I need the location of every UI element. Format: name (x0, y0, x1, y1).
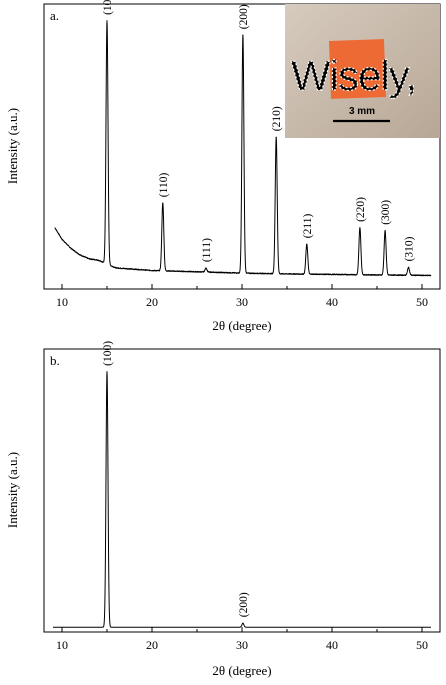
panel-a-peak-point (205, 267, 207, 269)
panel-b-frame (43, 348, 441, 633)
panel-b-label: b. (50, 353, 60, 368)
panel-a-y-axis-label: Intensity (a.u.) (5, 108, 20, 184)
panel-b: b. 10 20 30 40 50 (100) (200) 2θ (degree) Int… (5, 341, 441, 678)
panel-b-x-ticks: 10 20 30 40 50 (56, 627, 428, 652)
panel-a-x-tick-label: 30 (236, 295, 248, 309)
panel-a-x-tick-label: 40 (326, 295, 338, 309)
panel-a-peak-point (407, 266, 410, 269)
inset-handwritten-text: Wisely, (291, 52, 416, 99)
panel-a-peak-label: (300) (380, 200, 392, 225)
panel-a-peak-point (275, 136, 277, 138)
panel-a-label: a. (50, 8, 59, 23)
panel-b-peak-label: (200) (238, 592, 250, 617)
panel-a-x-tick-label: 50 (416, 295, 428, 309)
panel-a-peak-point (359, 227, 361, 229)
panel-b-x-tick-label: 30 (236, 638, 248, 652)
panel-a-peak-point (242, 34, 244, 36)
panel-a-curve (54, 20, 432, 277)
panel-b-x-tick-label: 50 (416, 638, 428, 652)
panel-b-y-axis-label: Intensity (a.u.) (5, 452, 20, 528)
panel-b-peak-point (106, 371, 108, 373)
panel-a-peak-label: (220) (355, 197, 367, 222)
panel-a-peak-point (106, 20, 108, 22)
panel-b-x-tick-label: 20 (146, 638, 158, 652)
panel-b-x-axis-label: 2θ (degree) (212, 663, 271, 678)
panel-a-peak-label: (111) (201, 238, 213, 262)
panel-a-x-ticks: 10 20 30 40 50 (56, 284, 428, 309)
panel-a-peak-label: (100) (102, 0, 114, 15)
panel-b-peak-point (242, 622, 244, 624)
panel-a-peak-point (162, 202, 164, 204)
panel-a-x-tick-label: 20 (146, 295, 158, 309)
panel-b-series-line (52, 371, 432, 628)
panel-b-x-tick-label: 40 (326, 638, 338, 652)
panel-a: a. 10 20 30 40 50 (100)(110)(111)(200)(210)(… (5, 0, 441, 333)
panel-a-peak-point (384, 230, 386, 232)
panel-a-x-axis-label: 2θ (degree) (212, 318, 271, 333)
panel-b-curve (52, 371, 432, 628)
inset-photo: Wisely, 3 mm (285, 4, 440, 138)
panel-b-peak-label: (100) (102, 341, 114, 366)
panel-a-peak-labels: (100) (110) (111) (200) (210) (211) (220) (300)… (102, 0, 416, 262)
inset-sample (329, 39, 386, 99)
scale-bar-label: 3 mm (349, 106, 375, 117)
panel-b-peak-labels: (100) (200) (102, 341, 250, 617)
panel-a-peak-label: (110) (158, 173, 170, 198)
panel-a-peak-point (306, 243, 308, 245)
panel-a-peak-label: (211) (302, 214, 314, 239)
panel-a-peak-label: (310) (404, 236, 416, 261)
panel-a-peak-label: (210) (271, 106, 283, 131)
panel-b-x-tick-label: 10 (56, 638, 68, 652)
panel-a-x-tick-label: 10 (56, 295, 68, 309)
panel-a-peak-label: (200) (238, 4, 250, 29)
